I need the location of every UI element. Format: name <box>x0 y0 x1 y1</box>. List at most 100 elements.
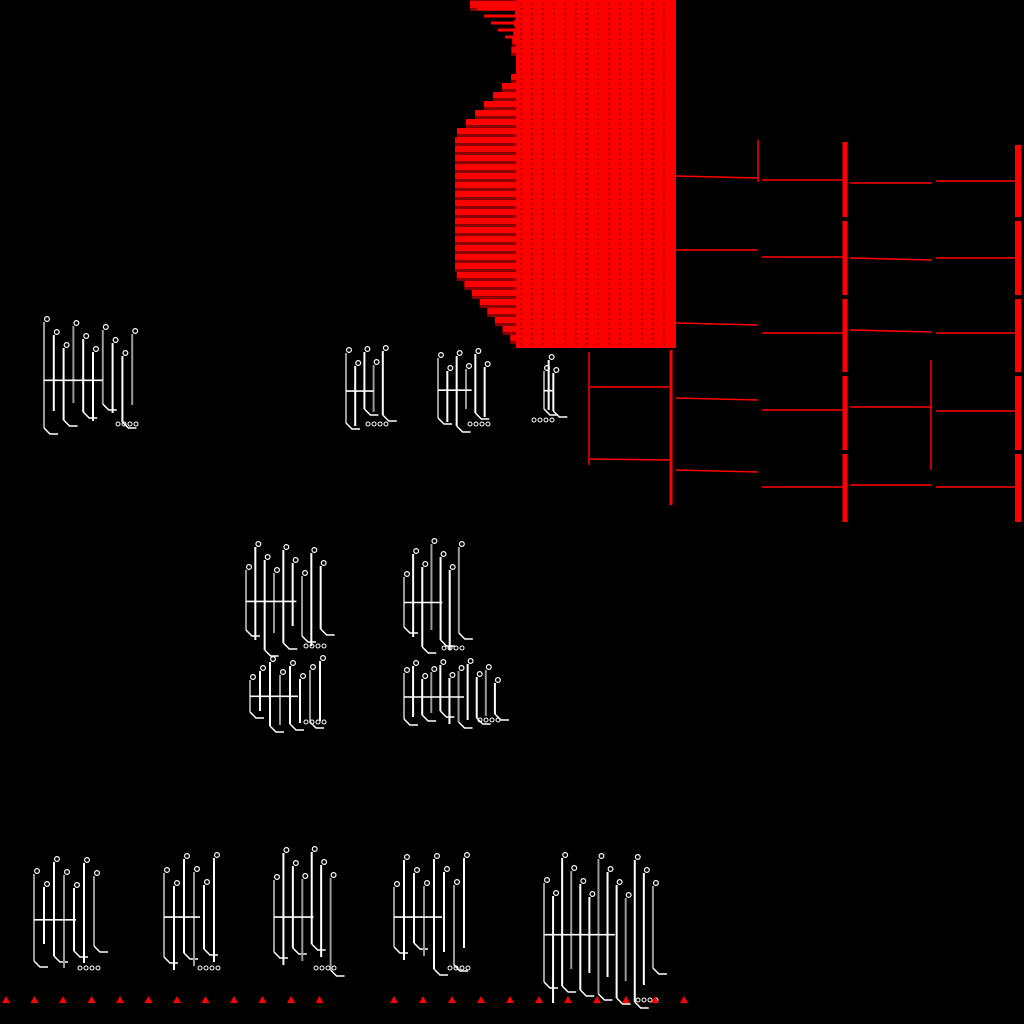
glyph-via <box>214 851 221 858</box>
circuit-glyph <box>531 354 568 423</box>
bus-stripe <box>455 263 516 269</box>
glyph-via <box>364 346 371 353</box>
bus-stripe <box>466 119 516 125</box>
glyph-via <box>531 417 537 423</box>
glyph-via <box>197 965 203 971</box>
triangle-marker <box>390 996 398 1003</box>
bus-stripe <box>470 2 516 8</box>
bus-stripe-shadow <box>510 341 516 344</box>
glyph-bend <box>421 714 437 722</box>
circuit-glyph <box>403 537 473 654</box>
glyph-via <box>292 556 299 563</box>
glyph-bend <box>597 993 613 1001</box>
grid-notch <box>842 372 852 376</box>
glyph-via <box>495 717 501 723</box>
bus-stripe <box>455 236 516 242</box>
glyph-via <box>589 890 596 897</box>
glyph-via <box>456 350 463 357</box>
glyph-bend <box>43 427 58 435</box>
glyph-via <box>43 880 50 887</box>
glyph-via <box>194 865 201 872</box>
bus-stripe <box>511 47 516 53</box>
circuit-glyph <box>33 855 108 971</box>
circuit-glyph <box>403 657 509 729</box>
glyph-bend <box>33 960 48 968</box>
glyph-via <box>184 852 191 859</box>
glyph-via <box>634 853 641 860</box>
glyph-via <box>475 348 482 355</box>
glyph-via <box>449 563 456 570</box>
triangle-marker <box>564 996 572 1003</box>
glyph-via <box>309 643 315 649</box>
bus-stripe-shadow <box>466 125 516 128</box>
glyph-via <box>280 668 287 675</box>
bus-stripe-shadow <box>455 152 516 155</box>
glyph-via <box>580 877 587 884</box>
bus-stripe-shadow <box>455 143 516 146</box>
glyph-via <box>404 666 411 673</box>
glyph-via <box>320 559 327 566</box>
glyph-via <box>164 866 171 873</box>
bus-stripe-shadow <box>455 224 516 227</box>
glyph-bend <box>363 408 379 416</box>
bus-stripe-shadow <box>455 260 516 263</box>
bus-stripe-shadow <box>455 269 516 272</box>
glyph-via <box>283 846 290 853</box>
glyph-bend <box>543 408 558 416</box>
glyph-via <box>440 550 447 557</box>
bus-stripe <box>484 101 516 107</box>
glyph-via <box>290 659 297 666</box>
grid-notch <box>1014 372 1024 376</box>
bus-stripe <box>479 299 516 305</box>
glyph-via <box>102 324 109 331</box>
glyph-via <box>127 421 133 427</box>
glyph-via <box>537 417 543 423</box>
glyph-bend <box>382 414 397 422</box>
triangle-marker <box>680 996 688 1003</box>
glyph-via <box>43 316 50 323</box>
bus-stripe-shadow <box>455 188 516 191</box>
triangle-marker <box>30 996 39 1003</box>
triangle-marker <box>230 996 238 1003</box>
glyph-bend <box>543 981 558 989</box>
triangle-marker <box>287 996 295 1003</box>
bus-stripe <box>510 335 516 341</box>
glyph-bend <box>437 417 452 425</box>
triangle-marker <box>173 996 181 1003</box>
glyph-bend <box>282 642 298 650</box>
glyph-via <box>413 547 420 554</box>
glyph-via <box>92 346 99 353</box>
glyph-via <box>467 657 474 664</box>
glyph-bend <box>413 942 428 950</box>
bus-stripe <box>475 110 516 116</box>
glyph-via <box>494 676 501 683</box>
glyph-bend <box>183 952 198 960</box>
glyph-via <box>315 643 321 649</box>
bus-stripe <box>455 254 516 260</box>
glyph-via <box>365 421 371 427</box>
grid-wire <box>675 175 759 179</box>
glyph-bend <box>579 989 595 997</box>
glyph-via <box>477 717 483 723</box>
glyph-via <box>464 851 471 858</box>
glyph-via <box>483 717 489 723</box>
glyph-bend <box>393 946 408 954</box>
triangle-marker <box>419 996 427 1003</box>
bus-stripe-shadow <box>479 305 516 308</box>
glyph-via <box>246 563 253 570</box>
glyph-bend <box>634 1001 649 1009</box>
glyph-via <box>355 360 362 367</box>
bus-stripe-shadow <box>511 53 516 56</box>
grid-wire <box>675 469 759 473</box>
grid-wire <box>849 257 933 261</box>
grid-wire <box>589 458 672 461</box>
glyph-via <box>467 421 473 427</box>
red-bus-block <box>455 0 676 348</box>
glyph-via <box>53 329 60 336</box>
glyph-via <box>270 655 277 662</box>
glyph-via <box>553 367 560 374</box>
glyph-via <box>346 347 353 354</box>
glyph-via <box>311 845 318 852</box>
glyph-bend <box>264 649 279 657</box>
